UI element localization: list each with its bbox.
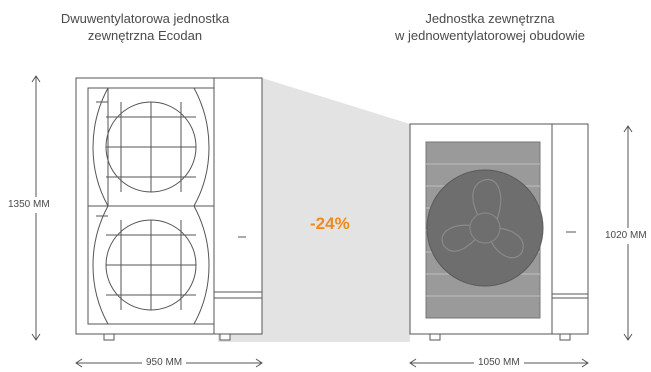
right-unit-caption: Jednostka zewnętrzna w jednowentylatorow…: [355, 10, 625, 44]
left-caption-line2: zewnętrzna Ecodan: [87, 28, 203, 43]
dual-fan-unit: [75, 77, 263, 341]
dual-unit-foot-right: [219, 333, 231, 341]
size-comparison-shadow: [218, 78, 410, 342]
left-unit-caption: Dwuwentylatorowa jednostka zewnętrzna Ec…: [30, 10, 260, 44]
dual-unit-foot-left: [103, 333, 115, 341]
bottom-fan-grille: [96, 215, 197, 311]
top-fan-grille: [96, 101, 197, 193]
left-height-label: 1350 MM: [6, 197, 52, 213]
right-caption-line1: Jednostka zewnętrzna: [425, 11, 555, 26]
single-unit-foot-left: [429, 333, 441, 341]
size-reduction-label: -24%: [310, 214, 350, 233]
left-caption-line1: Dwuwentylatorowa jednostka: [60, 11, 230, 26]
right-height-label: 1020 MM: [604, 228, 648, 244]
single-fan-unit: [409, 123, 589, 341]
right-width-label: 1050 MM: [474, 356, 524, 370]
single-unit-foot-right: [559, 333, 571, 341]
right-caption-line2: w jednowentylatorowej obudowie: [394, 28, 586, 43]
left-width-label: 950 MM: [142, 356, 187, 370]
